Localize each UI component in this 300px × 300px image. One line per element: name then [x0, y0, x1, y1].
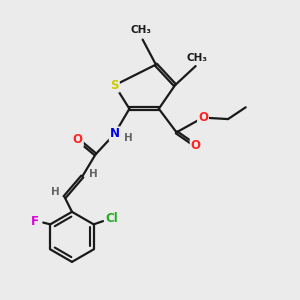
Text: O: O	[73, 133, 83, 146]
Text: F: F	[31, 215, 39, 228]
Text: S: S	[110, 79, 119, 92]
Text: H: H	[89, 169, 98, 179]
Text: CH₃: CH₃	[131, 25, 152, 35]
Text: N: N	[110, 127, 120, 140]
Text: O: O	[198, 111, 208, 124]
Text: H: H	[124, 133, 133, 143]
Text: H: H	[51, 187, 59, 197]
Text: CH₃: CH₃	[187, 53, 208, 63]
Text: Cl: Cl	[105, 212, 118, 225]
Text: O: O	[190, 139, 201, 152]
